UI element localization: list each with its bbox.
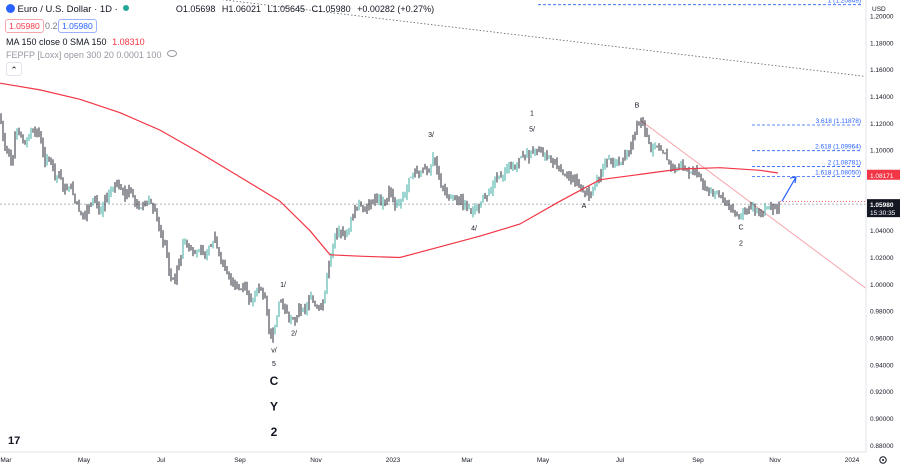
ma-legend-value: 1.08310 xyxy=(112,37,145,47)
plot-area[interactable]: 1 (1.20849) 3.618 (1.11878) 2.618 (1.09964… xyxy=(0,0,867,439)
ma-price-value: 1.08171 xyxy=(870,173,894,180)
x-tick-label: Sep xyxy=(234,457,246,464)
wave-label: v/ xyxy=(271,348,277,355)
fib-level-label: 1.618 (1.08050) xyxy=(815,169,861,176)
wave-label: Y xyxy=(270,399,278,413)
ma-price-tag xyxy=(867,169,900,180)
y-tick-label: 1.12000 xyxy=(870,121,894,128)
x-tick-label: Mar xyxy=(461,457,473,464)
y-tick-label: 1.04000 xyxy=(870,228,894,235)
fib-level-label: 2.618 (1.09964) xyxy=(815,144,861,151)
spread-value: 0.2 xyxy=(45,21,58,31)
y-tick-label: 0.92000 xyxy=(870,389,894,396)
x-tick-label: Sep xyxy=(692,457,704,464)
gear-ring xyxy=(879,456,887,464)
x-tick-label: Mar xyxy=(0,457,12,464)
wave-label: 2 xyxy=(271,425,278,439)
indicator-visibility-icon[interactable] xyxy=(166,50,177,57)
x-tick-label: May xyxy=(78,457,91,464)
indicator-legend-label: FEPFP [Loxx] open 300 20 0.0001 100 xyxy=(6,50,162,60)
ma-legend-label: MA 150 close 0 SMA 150 xyxy=(6,37,107,47)
wave-label: C xyxy=(738,224,743,231)
fib-level-label: 2 (1.08781) xyxy=(828,160,861,167)
candles[interactable] xyxy=(0,113,780,343)
y-tick-label: 1.00000 xyxy=(870,282,894,289)
gear-hub xyxy=(882,459,884,461)
x-tick-label: Jul xyxy=(157,457,166,464)
wave-label: 2/ xyxy=(291,330,297,337)
currency-flag-icon xyxy=(6,4,15,13)
bid-box[interactable]: 1.05980 xyxy=(5,19,44,33)
ohlc-high: H1.06021 xyxy=(221,4,261,14)
arrow-head-icon xyxy=(789,176,797,184)
x-tick-label: May xyxy=(537,457,550,464)
last-price-value: 1.05980 xyxy=(870,202,894,209)
y-tick-label: 0.88000 xyxy=(870,443,894,450)
wave-label: C xyxy=(270,374,279,388)
last-price-tag xyxy=(867,199,900,218)
chevron-up-icon: ⌃ xyxy=(10,65,18,75)
fib-level-label: 3.618 (1.11878) xyxy=(816,118,861,125)
y-tick-label: 1.18000 xyxy=(870,40,894,47)
ohlc-open: O1.05698 xyxy=(175,4,216,14)
y-tick-label: 1.10000 xyxy=(870,148,894,155)
x-tick-label: Jul xyxy=(616,457,625,464)
x-tick-label: Nov xyxy=(310,457,322,464)
legend-collapse-button[interactable]: ⌃ xyxy=(6,62,22,76)
y-tick-label: 1.20000 xyxy=(870,14,894,21)
bar-countdown: 15:30:35 xyxy=(870,210,896,217)
y-tick-label: 1.14000 xyxy=(870,94,894,101)
y-tick-label: 1.02000 xyxy=(870,255,894,262)
wave-label: A xyxy=(582,203,587,210)
indicator-legend[interactable]: FEPFP [Loxx] open 300 20 0.0001 100 xyxy=(6,50,177,60)
wave-label: 1/ xyxy=(280,282,286,289)
time-axis[interactable]: Mar May Jul Sep Nov 2023 Mar May Jul Sep Nov 2024 xyxy=(0,451,866,464)
y-tick-label: 0.96000 xyxy=(870,335,894,342)
fib-level-label: 1 (1.20849) xyxy=(828,0,861,5)
wave-label: B xyxy=(635,102,640,109)
y-tick-label: 0.90000 xyxy=(870,416,894,423)
ma-150-line[interactable] xyxy=(0,82,779,259)
gear-icon[interactable] xyxy=(879,456,887,464)
market-status-dot xyxy=(123,5,130,11)
wave-label: 5/ xyxy=(529,126,535,133)
y-tick-label: 0.94000 xyxy=(870,362,894,369)
ohlc-change: +0.00282 (+0.27%) xyxy=(357,4,435,14)
ask-box[interactable]: 1.05980 xyxy=(58,19,97,33)
x-tick-label: 2023 xyxy=(386,457,401,464)
y-tick-label: 1.16000 xyxy=(870,67,894,74)
ohlc-close: C1.05980 xyxy=(311,4,351,14)
price-axis-background xyxy=(866,0,900,467)
currency-label: USD xyxy=(872,6,886,13)
x-tick-label: Nov xyxy=(769,457,781,464)
wave-label: 2 xyxy=(739,240,743,247)
trendline-solid-pink[interactable] xyxy=(640,120,867,289)
ohlc-low: L1.05645 xyxy=(267,4,306,14)
symbol-title[interactable]: Euro / U.S. Dollar · 1D · xyxy=(17,4,118,15)
x-tick-label: 2024 xyxy=(845,457,860,464)
wave-label: 4/ xyxy=(471,226,477,233)
y-tick-label: 0.98000 xyxy=(870,309,894,316)
wave-label: 3/ xyxy=(428,132,434,139)
ma-legend[interactable]: MA 150 close 0 SMA 150 1.08310 xyxy=(6,37,145,47)
projection-arrow[interactable] xyxy=(781,176,797,202)
tradingview-logo: 17 xyxy=(8,435,20,447)
wave-label: 1 xyxy=(530,110,534,117)
symbol-row: Euro / U.S. Dollar · 1D · O1.05698 H1.06… xyxy=(6,4,434,15)
wave-label: 5 xyxy=(272,361,276,368)
